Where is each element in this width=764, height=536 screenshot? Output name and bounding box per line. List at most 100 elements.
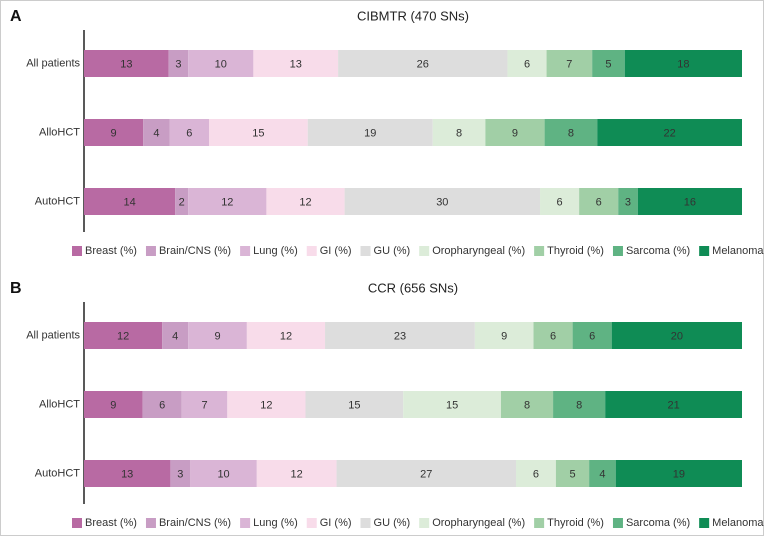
bar-segment — [507, 50, 547, 77]
bar-segment — [624, 50, 742, 77]
bar-segment — [589, 460, 616, 487]
bar-segment — [615, 460, 742, 487]
legend-swatch — [145, 518, 156, 528]
data-label: 9 — [111, 127, 117, 139]
legend-label: GU (%) — [374, 517, 411, 529]
legend-label: Brain/CNS (%) — [159, 517, 231, 529]
bar-segment — [553, 391, 606, 418]
chart-title: CCR (656 SNs) — [368, 280, 458, 295]
data-label: 2 — [179, 196, 185, 208]
data-label: 7 — [566, 58, 572, 70]
data-label: 12 — [117, 330, 129, 342]
bar-segment — [188, 188, 267, 215]
legend-label: GU (%) — [374, 245, 411, 257]
legend-swatch — [534, 518, 545, 528]
y-tick-label: All patients — [26, 57, 80, 69]
data-label: 9 — [501, 330, 507, 342]
y-tick-label: All patients — [26, 329, 80, 341]
bar-segment — [84, 391, 143, 418]
legend-label: Breast (%) — [85, 517, 137, 529]
legend-swatch — [306, 518, 317, 528]
legend-label: Brain/CNS (%) — [159, 245, 231, 257]
bar-segment — [188, 50, 254, 77]
data-label: 19 — [673, 468, 685, 480]
y-tick-label: AutoHCT — [35, 467, 81, 479]
legend-label: GI (%) — [320, 245, 352, 257]
data-label: 21 — [667, 399, 679, 411]
legend-label: Thyroid (%) — [547, 517, 604, 529]
chart-title: CIBMTR (470 SNs) — [357, 8, 469, 23]
legend-swatch — [699, 518, 710, 528]
data-label: 12 — [260, 399, 272, 411]
data-label: 26 — [417, 58, 429, 70]
bar-segment — [618, 188, 638, 215]
legend-label: Melanoma (%) — [712, 245, 764, 257]
panel-label: B — [10, 280, 22, 297]
data-label: 13 — [121, 468, 133, 480]
bar-segment — [188, 322, 247, 349]
legend-swatch — [612, 518, 623, 528]
data-label: 13 — [120, 58, 132, 70]
legend-swatch — [72, 246, 82, 256]
bar-segment — [253, 50, 339, 77]
data-label: 13 — [290, 58, 302, 70]
data-label: 18 — [677, 58, 689, 70]
bar-segment — [84, 50, 169, 77]
bar-segment — [190, 460, 257, 487]
data-label: 8 — [568, 127, 574, 139]
bar-segment — [403, 391, 501, 418]
legend-label: Melanoma (%) — [712, 517, 764, 529]
data-label: 23 — [394, 330, 406, 342]
data-label: 4 — [172, 330, 178, 342]
bar-segment — [143, 119, 170, 146]
bar-segment — [605, 391, 742, 418]
data-label: 9 — [110, 399, 116, 411]
data-label: 15 — [446, 399, 458, 411]
bar-segment — [84, 460, 171, 487]
data-label: 15 — [348, 399, 360, 411]
bar-segment — [540, 188, 580, 215]
data-label: 15 — [252, 127, 264, 139]
legend-swatch — [360, 246, 371, 256]
bar-segment — [533, 322, 573, 349]
bar-segment — [474, 322, 534, 349]
data-label: 4 — [153, 127, 159, 139]
data-label: 6 — [550, 330, 556, 342]
bar-segment — [338, 50, 508, 77]
data-label: 6 — [589, 330, 595, 342]
bar-segment — [592, 50, 625, 77]
bar-segment — [597, 119, 742, 146]
data-label: 7 — [201, 399, 207, 411]
data-label: 20 — [671, 330, 683, 342]
data-label: 27 — [420, 468, 432, 480]
bar-segment — [170, 460, 191, 487]
data-label: 5 — [605, 58, 611, 70]
data-label: 6 — [596, 196, 602, 208]
legend-label: Thyroid (%) — [547, 245, 604, 257]
bar-segment — [516, 460, 556, 487]
legend-label: GI (%) — [320, 517, 352, 529]
legend-swatch — [419, 246, 430, 256]
bar-segment — [305, 391, 404, 418]
y-tick-label: AlloHCT — [39, 126, 80, 138]
legend-label: Oropharyngeal (%) — [432, 245, 525, 257]
bar-segment — [169, 119, 210, 146]
bar-segment — [344, 188, 541, 215]
bar-segment — [307, 119, 433, 146]
bar-segment — [181, 391, 228, 418]
data-label: 10 — [217, 468, 229, 480]
bar-segment — [227, 391, 306, 418]
data-label: 6 — [186, 127, 192, 139]
bar-segment — [336, 460, 517, 487]
data-label: 6 — [524, 58, 530, 70]
legend-swatch — [145, 246, 156, 256]
y-tick-label: AutoHCT — [35, 195, 81, 207]
data-label: 9 — [512, 127, 518, 139]
bar-segment — [500, 391, 554, 418]
legend-label: Sarcoma (%) — [626, 245, 690, 257]
legend-swatch — [240, 518, 251, 528]
bar-segment — [168, 50, 189, 77]
legend-label: Lung (%) — [253, 245, 298, 257]
